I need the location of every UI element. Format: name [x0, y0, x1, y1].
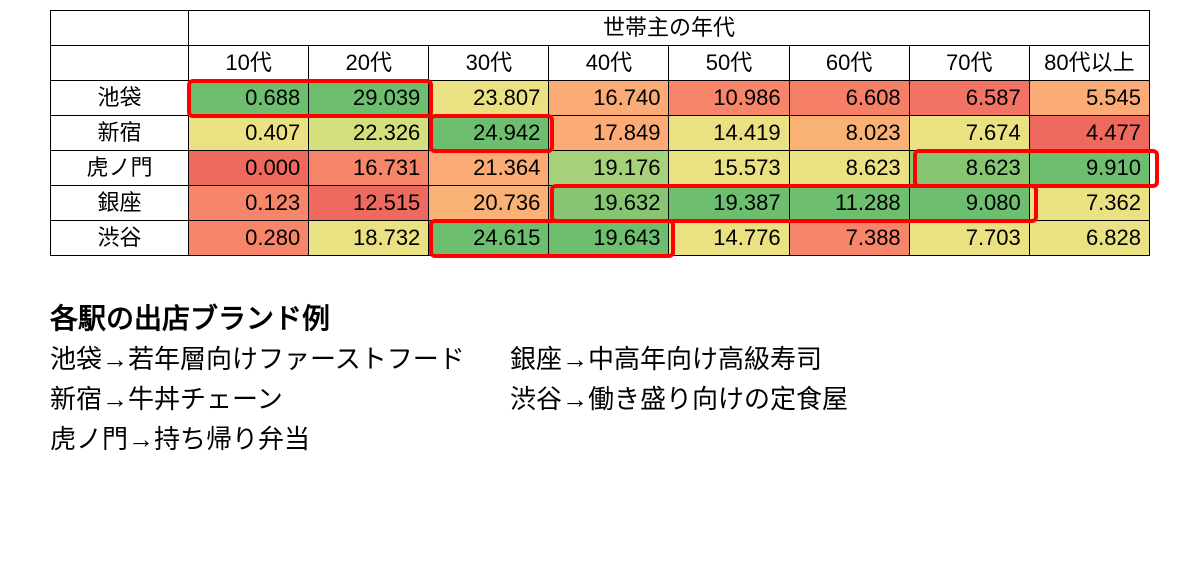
data-cell: 8.623: [909, 151, 1029, 186]
data-cell: 19.387: [669, 186, 789, 221]
heatmap-table: 世帯主の年代 10代20代30代40代50代60代70代80代以上 池袋0.68…: [50, 10, 1150, 256]
data-cell: 0.280: [189, 221, 309, 256]
data-cell: 0.407: [189, 116, 309, 151]
data-cell: 21.364: [429, 151, 549, 186]
notes-line: 池袋→若年層向けファーストフード: [50, 339, 510, 379]
data-cell: 17.849: [549, 116, 669, 151]
table-row: 虎ノ門0.00016.73121.36419.17615.5738.6238.6…: [51, 151, 1150, 186]
data-cell: 0.123: [189, 186, 309, 221]
column-header: 50代: [669, 46, 789, 81]
data-cell: 10.986: [669, 81, 789, 116]
row-header: 銀座: [51, 186, 189, 221]
data-cell: 19.632: [549, 186, 669, 221]
data-cell: 16.740: [549, 81, 669, 116]
notes-right-column: 銀座→中高年向け高級寿司渋谷→働き盛り向けの定食屋: [510, 339, 1150, 459]
data-cell: 7.388: [789, 221, 909, 256]
data-cell: 0.000: [189, 151, 309, 186]
data-cell: 0.688: [189, 81, 309, 116]
data-cell: 6.587: [909, 81, 1029, 116]
data-cell: 14.419: [669, 116, 789, 151]
column-header: 40代: [549, 46, 669, 81]
header-row-spacer: [51, 46, 189, 81]
data-cell: 24.615: [429, 221, 549, 256]
column-header: 10代: [189, 46, 309, 81]
row-header: 虎ノ門: [51, 151, 189, 186]
data-cell: 20.736: [429, 186, 549, 221]
column-header: 80代以上: [1029, 46, 1149, 81]
data-cell: 7.703: [909, 221, 1029, 256]
data-cell: 15.573: [669, 151, 789, 186]
row-header: 渋谷: [51, 221, 189, 256]
row-header: 池袋: [51, 81, 189, 116]
data-cell: 7.362: [1029, 186, 1149, 221]
column-header: 30代: [429, 46, 549, 81]
data-cell: 5.545: [1029, 81, 1149, 116]
notes-title: 各駅の出店ブランド例: [50, 299, 1150, 339]
data-cell: 16.731: [309, 151, 429, 186]
data-cell: 19.176: [549, 151, 669, 186]
data-cell: 7.674: [909, 116, 1029, 151]
table-row: 渋谷0.28018.73224.61519.64314.7767.3887.70…: [51, 221, 1150, 256]
table-row: 新宿0.40722.32624.94217.84914.4198.0237.67…: [51, 116, 1150, 151]
data-cell: 11.288: [789, 186, 909, 221]
heatmap-table-wrap: 世帯主の年代 10代20代30代40代50代60代70代80代以上 池袋0.68…: [50, 10, 1150, 256]
column-header: 60代: [789, 46, 909, 81]
data-cell: 19.643: [549, 221, 669, 256]
data-cell: 29.039: [309, 81, 429, 116]
super-header: 世帯主の年代: [189, 11, 1150, 46]
data-cell: 24.942: [429, 116, 549, 151]
data-cell: 6.828: [1029, 221, 1149, 256]
notes-line: 新宿→牛丼チェーン: [50, 379, 510, 419]
data-cell: 9.080: [909, 186, 1029, 221]
data-cell: 4.477: [1029, 116, 1149, 151]
row-header: 新宿: [51, 116, 189, 151]
notes-line: 銀座→中高年向け高級寿司: [510, 339, 1150, 379]
data-cell: 9.910: [1029, 151, 1149, 186]
table-row: 池袋0.68829.03923.80716.74010.9866.6086.58…: [51, 81, 1150, 116]
data-cell: 22.326: [309, 116, 429, 151]
notes-left-column: 池袋→若年層向けファーストフード新宿→牛丼チェーン虎ノ門→持ち帰り弁当: [50, 339, 510, 459]
data-cell: 8.623: [789, 151, 909, 186]
corner-cell: [51, 11, 189, 46]
column-header: 20代: [309, 46, 429, 81]
data-cell: 23.807: [429, 81, 549, 116]
data-cell: 18.732: [309, 221, 429, 256]
table-row: 銀座0.12312.51520.73619.63219.38711.2889.0…: [51, 186, 1150, 221]
data-cell: 6.608: [789, 81, 909, 116]
data-cell: 14.776: [669, 221, 789, 256]
data-cell: 12.515: [309, 186, 429, 221]
data-cell: 8.023: [789, 116, 909, 151]
notes-section: 各駅の出店ブランド例 池袋→若年層向けファーストフード新宿→牛丼チェーン虎ノ門→…: [50, 299, 1150, 459]
notes-line: 虎ノ門→持ち帰り弁当: [50, 419, 510, 459]
column-header: 70代: [909, 46, 1029, 81]
notes-line: 渋谷→働き盛り向けの定食屋: [510, 379, 1150, 419]
